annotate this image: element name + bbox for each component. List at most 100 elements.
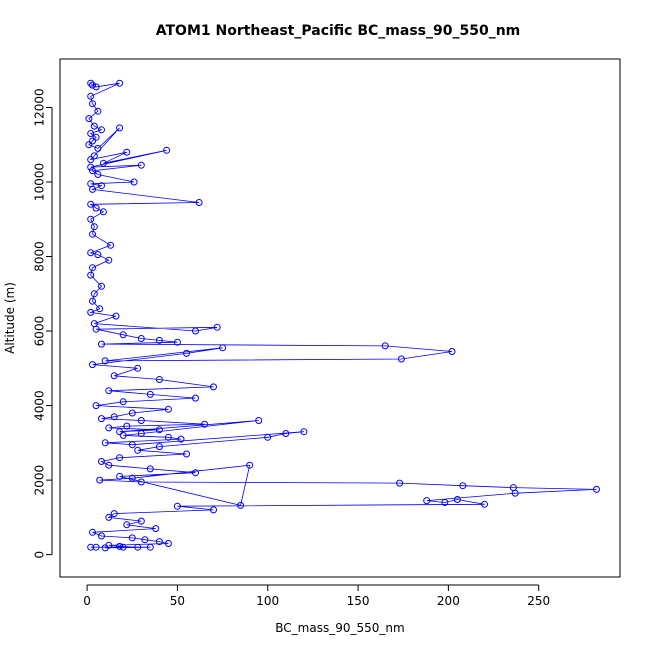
data-point (119, 543, 127, 551)
data-point (87, 271, 95, 279)
data-point (177, 435, 185, 443)
data-point (94, 251, 102, 259)
data-point (453, 496, 461, 503)
y-tick-label: 10000 (33, 163, 47, 201)
data-point (89, 81, 96, 89)
data-point (92, 402, 100, 410)
data-point (155, 336, 163, 344)
data-point (92, 325, 100, 333)
data-point (92, 204, 100, 212)
data-point (89, 297, 96, 305)
data-point (98, 532, 105, 540)
data-point (481, 500, 488, 508)
data-point (90, 122, 98, 130)
data-point (87, 92, 95, 100)
data-point (105, 387, 113, 395)
data-point (85, 115, 93, 123)
data-point (123, 521, 131, 529)
series-line (88, 82, 597, 549)
data-point (98, 282, 105, 290)
data-point (119, 431, 127, 439)
data-point (94, 107, 102, 115)
data-point (459, 482, 467, 490)
data-point (92, 83, 100, 91)
data-point (155, 426, 163, 434)
x-tick-label: 100 (256, 594, 279, 608)
data-point (183, 450, 190, 458)
data-point (396, 479, 404, 487)
data-point (94, 171, 102, 178)
data-point (89, 264, 96, 272)
data-point (155, 538, 163, 546)
data-point (210, 506, 217, 514)
data-point (381, 342, 389, 350)
data-point (94, 144, 102, 152)
data-point (96, 305, 104, 313)
x-tick-label: 0 (83, 594, 91, 608)
data-point (164, 433, 172, 441)
x-tick-label: 50 (170, 594, 185, 608)
data-point (98, 340, 105, 348)
data-point (128, 474, 136, 482)
chart-title: ATOM1 Northeast_Pacific BC_mass_90_550_n… (156, 23, 521, 39)
x-axis: 0 50 100 150 200 250 (83, 584, 550, 608)
data-point (89, 100, 96, 108)
data-point (101, 357, 109, 365)
data-layer (85, 79, 600, 552)
data-point (92, 133, 100, 141)
data-point (110, 413, 118, 421)
data-point (110, 510, 118, 518)
y-tick-label: 0 (33, 551, 47, 559)
data-point (128, 534, 136, 542)
data-point (237, 501, 245, 509)
data-point (137, 478, 145, 486)
data-point (300, 428, 308, 436)
data-point (116, 79, 124, 87)
data-point (146, 465, 154, 473)
data-point (397, 355, 405, 363)
data-point (155, 443, 163, 451)
data-point (87, 79, 95, 87)
data-point (282, 430, 290, 437)
x-tick-label: 150 (347, 594, 370, 608)
data-point (116, 454, 124, 462)
data-point (89, 230, 96, 238)
data-point (87, 156, 95, 164)
data-point (423, 497, 431, 505)
data-point (128, 441, 136, 449)
data-point (213, 323, 221, 331)
data-point (90, 152, 98, 160)
data-point (210, 383, 217, 391)
data-point (110, 372, 118, 380)
y-tick-label: 2000 (33, 465, 47, 496)
data-point (183, 349, 190, 357)
data-point (593, 485, 600, 493)
data-point (92, 543, 100, 551)
data-point (89, 185, 96, 193)
data-point (116, 428, 124, 436)
data-point (101, 544, 109, 552)
data-point (134, 446, 142, 454)
data-point (195, 199, 203, 206)
data-point (116, 472, 124, 480)
data-point (116, 124, 124, 132)
data-point (448, 348, 456, 355)
data-point (116, 542, 124, 550)
data-point (128, 409, 136, 417)
data-point (163, 146, 171, 154)
data-point (105, 461, 113, 469)
data-point (137, 430, 145, 437)
y-tick-label: 8000 (33, 241, 47, 272)
data-point (89, 137, 96, 145)
data-point (105, 513, 113, 521)
data-point (112, 312, 120, 320)
data-point (137, 417, 145, 424)
data-point (141, 536, 149, 544)
data-point (87, 163, 95, 171)
data-point (98, 182, 105, 190)
data-point (99, 208, 107, 216)
data-point (441, 499, 449, 506)
data-point (173, 338, 181, 346)
data-point (146, 543, 154, 551)
data-point (89, 528, 96, 536)
